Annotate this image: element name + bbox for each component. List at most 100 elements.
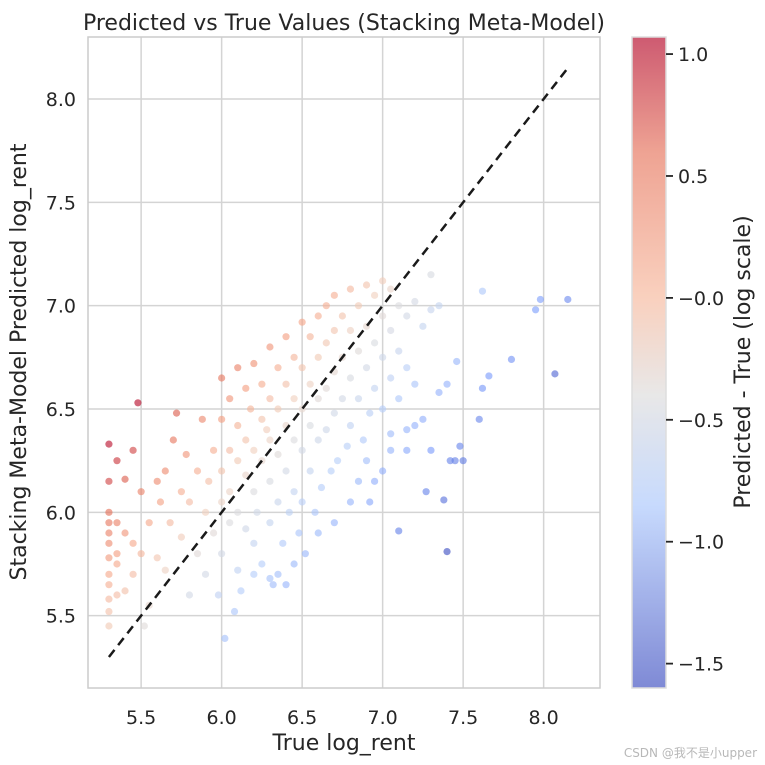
data-point	[379, 405, 387, 413]
x-axis-title: True log_rent	[272, 731, 416, 756]
data-point	[536, 295, 545, 304]
data-point	[485, 372, 493, 380]
data-point	[290, 488, 298, 496]
data-point	[105, 554, 113, 562]
data-point	[234, 421, 242, 430]
data-point	[266, 343, 274, 351]
data-point	[242, 471, 250, 479]
data-point	[105, 607, 113, 616]
data-point	[330, 291, 338, 299]
data-point	[564, 295, 572, 304]
x-tick-label: 6.0	[207, 707, 237, 729]
data-point	[258, 380, 266, 388]
data-point	[234, 457, 242, 465]
data-point	[113, 550, 121, 558]
y-tick-label: 6.0	[46, 502, 76, 524]
data-point	[395, 527, 403, 535]
data-point	[290, 560, 298, 568]
data-point	[403, 364, 411, 372]
data-point	[221, 634, 229, 643]
data-point	[298, 498, 306, 506]
chart-title: Predicted vs True Values (Stacking Meta-…	[83, 11, 605, 36]
data-point	[346, 374, 355, 382]
data-point	[129, 446, 137, 454]
data-point	[362, 457, 371, 465]
data-point	[306, 467, 314, 475]
data-point	[314, 353, 322, 361]
data-point	[113, 519, 121, 527]
data-point	[274, 570, 282, 578]
data-point	[166, 519, 174, 527]
data-point	[403, 426, 411, 434]
data-point	[121, 475, 129, 483]
data-point	[182, 450, 190, 459]
data-point	[185, 591, 194, 599]
data-point	[129, 539, 137, 547]
data-point	[258, 415, 266, 423]
data-point	[459, 457, 467, 465]
data-point	[247, 405, 255, 413]
data-point	[370, 339, 379, 347]
data-point	[156, 498, 165, 506]
data-point	[105, 477, 113, 485]
data-point	[338, 312, 346, 320]
data-point	[226, 395, 234, 403]
data-point	[427, 446, 435, 454]
data-point	[253, 508, 261, 516]
data-point	[443, 548, 451, 556]
data-point	[105, 440, 113, 448]
data-point	[366, 409, 374, 417]
data-point	[551, 370, 559, 378]
data-point	[354, 395, 363, 403]
data-point	[113, 560, 121, 568]
y-tick-label: 5.5	[46, 606, 76, 628]
data-point	[346, 285, 355, 293]
data-point	[387, 374, 395, 382]
data-point	[234, 364, 242, 372]
data-point	[427, 271, 435, 279]
data-point	[354, 347, 363, 355]
x-tick-label: 5.5	[126, 707, 156, 729]
data-point	[354, 302, 363, 310]
data-point	[366, 498, 374, 506]
data-point	[379, 467, 387, 475]
data-point	[218, 550, 226, 558]
data-point	[322, 384, 330, 392]
data-point	[201, 570, 210, 578]
data-point	[330, 326, 338, 335]
colorbar-tick-label: −0.5	[678, 410, 724, 432]
colorbar-tick-label: 0.5	[678, 166, 708, 188]
colorbar	[631, 36, 667, 689]
data-point	[250, 446, 258, 454]
data-point	[137, 488, 145, 496]
data-point	[453, 357, 461, 366]
data-point	[105, 539, 113, 547]
data-point	[379, 277, 387, 285]
data-point	[427, 306, 435, 314]
data-point	[266, 395, 274, 403]
data-point	[242, 525, 250, 533]
data-points	[105, 271, 572, 643]
data-point	[435, 302, 443, 310]
colorbar-title: Predicted - True (log scale)	[731, 215, 756, 508]
data-point	[507, 355, 516, 363]
data-point	[218, 498, 226, 506]
data-point	[478, 384, 487, 392]
data-point	[205, 477, 213, 485]
data-point	[105, 508, 113, 516]
y-tick-label: 7.5	[46, 192, 76, 214]
data-point	[362, 281, 371, 289]
data-point	[379, 353, 387, 361]
data-point	[193, 550, 202, 558]
data-point	[330, 519, 338, 527]
data-point	[290, 395, 298, 403]
data-point	[531, 306, 540, 314]
data-point	[403, 446, 411, 454]
data-point	[121, 587, 129, 595]
data-point	[161, 467, 169, 475]
data-point	[113, 457, 121, 465]
data-point	[290, 436, 298, 444]
data-point	[105, 570, 113, 578]
data-point	[105, 622, 113, 630]
data-point	[137, 550, 145, 558]
